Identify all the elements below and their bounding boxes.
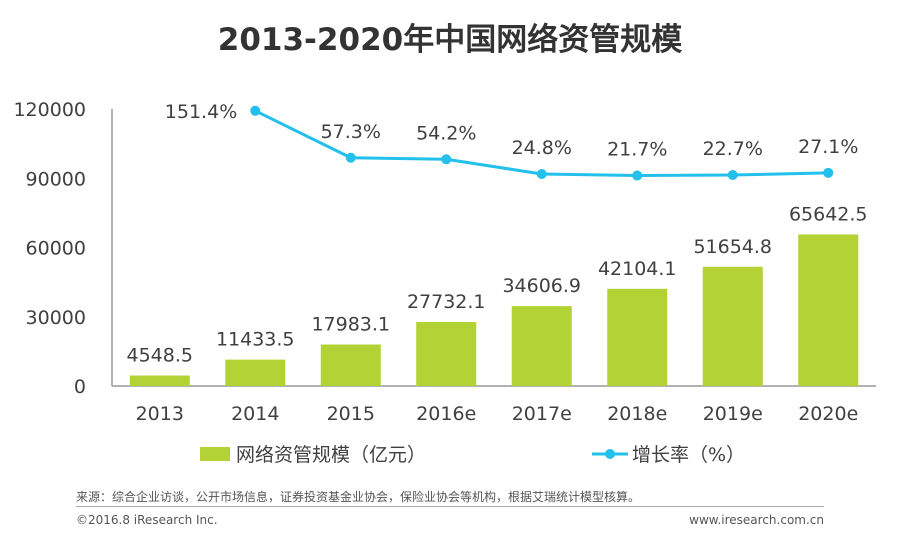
bar-data-label: 27732.1 [407,291,486,313]
line-data-label: 22.7% [703,138,763,160]
line-data-label: 21.7% [607,139,667,161]
website-url: www.iresearch.com.cn [689,513,824,527]
line-data-label: 57.3% [321,121,381,143]
legend-bar: 网络资管规模（亿元） [200,440,426,467]
bar [320,344,381,386]
y-tick-label: 0 [74,376,86,398]
x-tick-label: 2020e [798,403,858,425]
growth-point [727,170,738,181]
legend-bar-label: 网络资管规模（亿元） [236,444,427,466]
growth-point [441,154,452,165]
y-tick-label: 120000 [13,99,86,121]
bar [225,359,286,386]
bar-data-label: 51654.8 [693,236,772,258]
legend-line: 增长率（%） [592,440,745,467]
x-tick-label: 2013 [136,403,184,425]
bar-data-label: 42104.1 [598,258,677,280]
line-data-label: 151.4% [165,101,237,123]
growth-point [345,152,356,163]
bar-data-label: 65642.5 [789,203,868,225]
growth-point [632,170,643,181]
growth-point [536,168,547,179]
legend-line-swatch [592,448,628,459]
y-tick-label: 60000 [26,238,86,260]
bar-data-label: 34606.9 [502,275,581,297]
footer-divider [76,506,824,507]
legend-line-label: 增长率（%） [632,444,746,466]
line-data-label: 27.1% [798,136,858,158]
x-tick-label: 2016e [416,403,476,425]
growth-point [823,167,834,178]
y-tick-label: 30000 [26,307,86,329]
bar [702,266,763,386]
bar [129,375,190,386]
bar-data-label: 11433.5 [216,329,295,351]
legend-bar-swatch [200,446,230,461]
bar [511,306,572,386]
bar [416,321,477,386]
x-tick-label: 2017e [512,403,572,425]
bar-data-label: 17983.1 [311,313,390,335]
chart-title: 2013-2020年中国网络资管规模 [217,22,683,58]
source-note: 来源：综合企业访谈，公开市场信息，证券投资基金业协会，保险业协会等机构，根据艾瑞… [76,490,641,504]
x-tick-label: 2018e [607,403,667,425]
bar-data-label: 4548.5 [127,345,193,367]
bar [798,234,859,386]
x-tick-label: 2019e [703,403,763,425]
growth-point [250,105,261,116]
line-data-label: 54.2% [416,122,476,144]
bar [607,288,668,386]
x-tick-label: 2014 [231,403,279,425]
x-tick-label: 2015 [327,403,375,425]
copyright: ©2016.8 iResearch Inc. [76,513,218,527]
line-data-label: 24.8% [512,137,572,159]
y-tick-label: 90000 [26,168,86,190]
